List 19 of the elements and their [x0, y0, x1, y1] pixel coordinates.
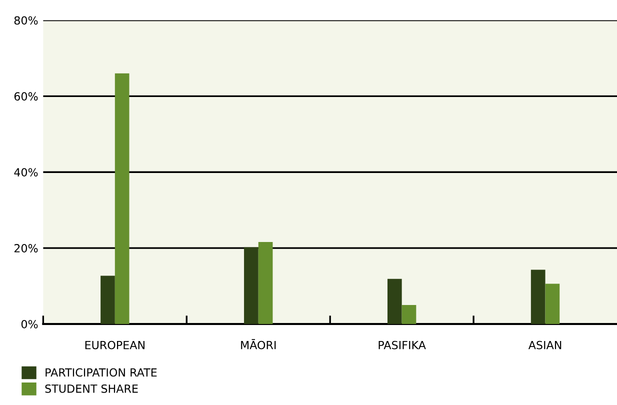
- x-tick-label: MĀORI: [241, 339, 276, 350]
- y-tick-label: 60%: [14, 92, 38, 101]
- bar: [402, 305, 416, 324]
- legend-label: PARTICIPATION RATE: [46, 368, 157, 377]
- bar: [114, 73, 130, 324]
- x-tick-label: ASIAN: [528, 340, 562, 350]
- bar: [530, 270, 546, 324]
- bar: [545, 284, 560, 324]
- bar: [258, 242, 273, 324]
- y-tick-label: 80%: [14, 16, 38, 25]
- x-tick-label: EUROPEAN: [85, 340, 144, 350]
- bar: [100, 276, 115, 324]
- bar: [387, 278, 402, 324]
- bar: [244, 247, 258, 324]
- legend-label: STUDENT SHARE: [45, 384, 138, 393]
- y-tick-label: 0%: [21, 320, 38, 328]
- y-tick-label: 40%: [14, 168, 38, 177]
- y-tick-label: 20%: [14, 244, 38, 252]
- x-tick-label: PASIFIKA: [378, 340, 426, 350]
